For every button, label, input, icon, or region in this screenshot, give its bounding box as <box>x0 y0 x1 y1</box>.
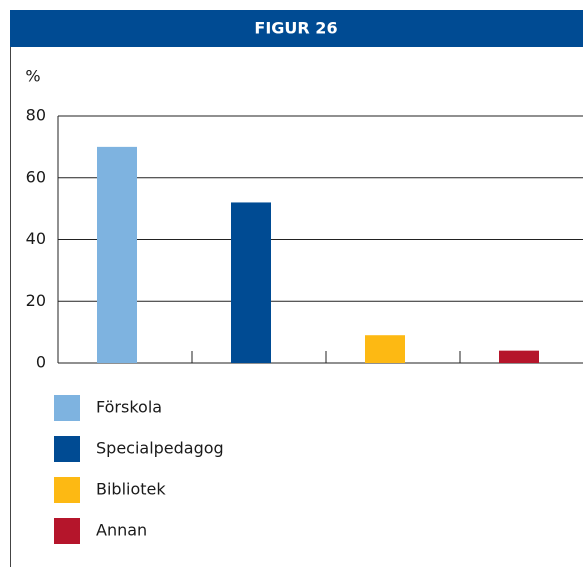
y-tick-label: 60 <box>26 167 46 186</box>
legend-label: Bibliotek <box>96 480 166 499</box>
bar <box>97 146 137 363</box>
legend-label: Annan <box>96 521 147 540</box>
y-tick-label: 0 <box>36 353 46 372</box>
legend-label: Specialpedagog <box>96 439 224 458</box>
bar <box>231 202 271 363</box>
y-tick-label: 20 <box>26 291 46 310</box>
legend-swatch <box>54 395 80 421</box>
bar <box>499 350 539 363</box>
header-bar <box>10 10 583 47</box>
bar <box>365 335 405 363</box>
legend-label: Förskola <box>96 398 162 417</box>
chart-title: FIGUR 26 <box>254 19 337 38</box>
legend-swatch <box>54 436 80 462</box>
y-axis-label: % <box>25 67 40 86</box>
y-tick-label: 80 <box>26 106 46 125</box>
legend-swatch <box>54 518 80 544</box>
legend-swatch <box>54 477 80 503</box>
y-tick-label: 40 <box>26 229 46 248</box>
